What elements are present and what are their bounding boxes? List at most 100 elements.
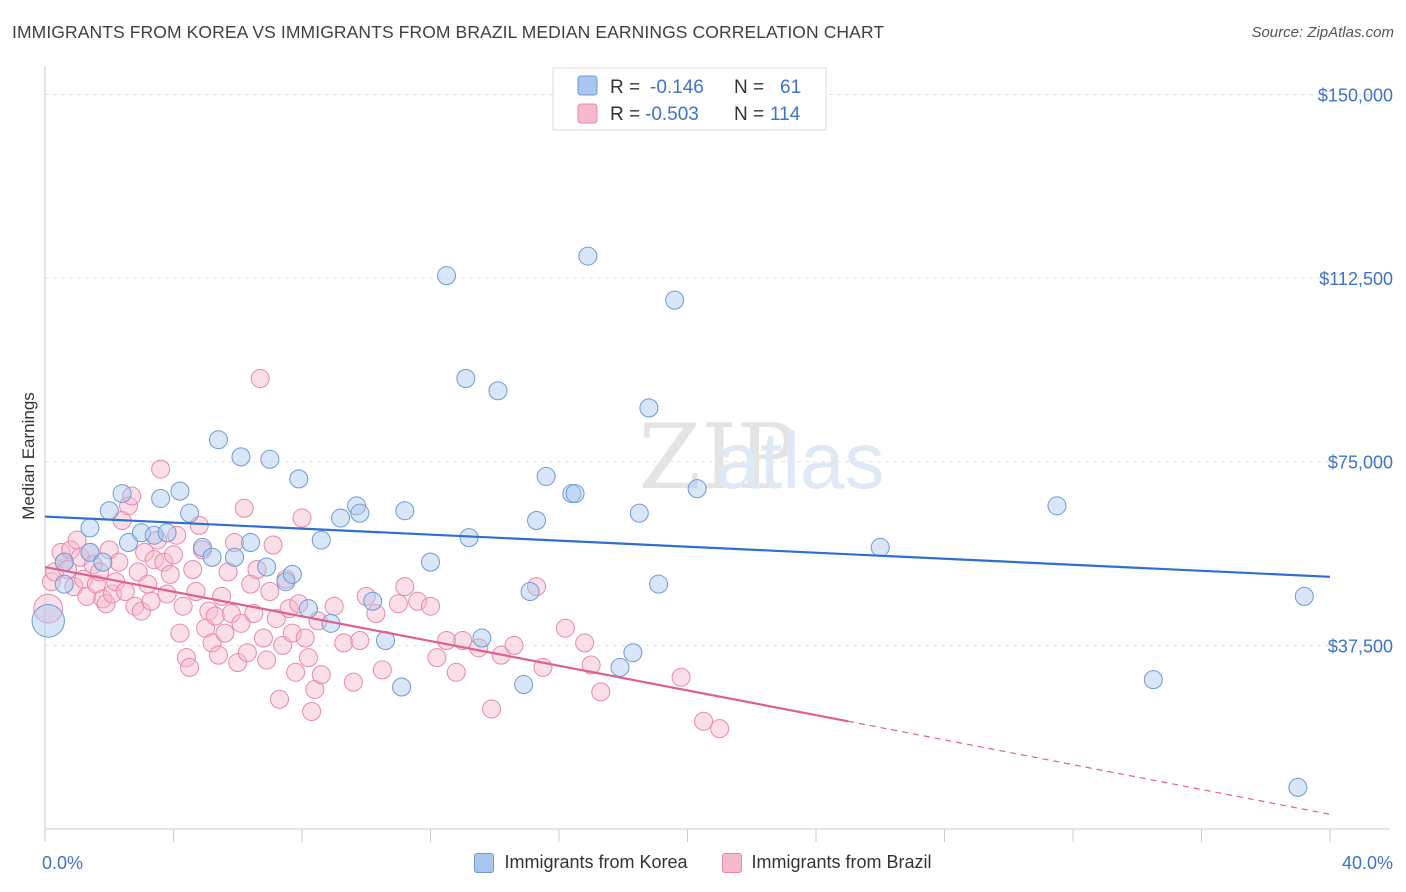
brazil-point bbox=[225, 533, 245, 553]
brazil-point bbox=[710, 719, 730, 739]
brazil-point bbox=[109, 552, 129, 572]
y-tick-label-2: $112,500 bbox=[1319, 269, 1393, 289]
brazil-point bbox=[257, 650, 277, 670]
brazil-point bbox=[270, 689, 290, 709]
brazil-point bbox=[286, 662, 306, 682]
x-tick-label-0: 0.0% bbox=[42, 853, 83, 873]
brazil-point bbox=[221, 604, 241, 624]
korea-point bbox=[298, 599, 318, 619]
brazil-point bbox=[282, 623, 302, 643]
korea-point bbox=[395, 501, 415, 521]
korea-point bbox=[282, 564, 302, 584]
korea-point bbox=[437, 266, 457, 286]
korea-point bbox=[629, 503, 649, 523]
x-tick-label-1: 40.0% bbox=[1342, 853, 1393, 873]
brazil-point bbox=[33, 593, 64, 624]
legend-korea-n-label: N = bbox=[734, 77, 764, 98]
korea-point bbox=[536, 466, 556, 486]
korea-point bbox=[687, 479, 707, 499]
brazil-point bbox=[253, 628, 273, 648]
bottom-legend-brazil-label: Immigrants from Brazil bbox=[751, 852, 932, 872]
korea-point bbox=[665, 290, 685, 310]
axes bbox=[44, 66, 1390, 842]
brazil-point bbox=[180, 657, 200, 677]
brazil-point bbox=[215, 623, 235, 643]
y-tick-label-0: $37,500 bbox=[1328, 636, 1393, 656]
brazil-trend-line bbox=[44, 565, 849, 723]
korea-point bbox=[241, 533, 261, 553]
trend-lines bbox=[44, 515, 1331, 815]
korea-point bbox=[192, 537, 212, 557]
bottom-legend: Immigrants from Korea Immigrants from Br… bbox=[0, 852, 1406, 873]
y-tick-label-1: $75,000 bbox=[1328, 453, 1393, 473]
brazil-point bbox=[575, 633, 595, 653]
korea-point bbox=[276, 572, 296, 592]
bottom-legend-korea-label: Immigrants from Korea bbox=[504, 852, 688, 872]
brazil-point bbox=[421, 596, 440, 616]
brazil-point bbox=[356, 586, 376, 606]
korea-point bbox=[1047, 496, 1067, 516]
korea-point bbox=[157, 523, 177, 543]
brazil-point bbox=[157, 584, 177, 604]
x-tick-labels: 0.0% 40.0% bbox=[42, 853, 1393, 873]
brazil-point bbox=[482, 699, 502, 719]
brazil-point bbox=[671, 667, 691, 687]
brazil-point bbox=[138, 574, 158, 594]
brazil-point bbox=[173, 596, 193, 616]
chart-source: Source: ZipAtlas.com bbox=[1251, 24, 1394, 41]
brazil-point bbox=[199, 601, 219, 621]
legend-korea-n-value: 61 bbox=[780, 77, 801, 98]
brazil-point bbox=[135, 542, 155, 562]
legend-box: R = -0.146 N = 61 R = -0.503 N = 114 bbox=[552, 67, 827, 131]
korea-point bbox=[80, 518, 100, 538]
brazil-point bbox=[366, 604, 386, 624]
korea-point bbox=[80, 542, 100, 562]
brazil-point bbox=[170, 623, 190, 643]
korea-trend-line bbox=[44, 515, 1331, 578]
brazil-point bbox=[343, 672, 363, 692]
legend-korea-r-value: -0.146 bbox=[650, 77, 704, 98]
korea-point bbox=[520, 582, 540, 602]
korea-point bbox=[202, 547, 222, 567]
korea-point bbox=[578, 246, 598, 266]
korea-point bbox=[289, 469, 309, 489]
brazil-point bbox=[289, 594, 309, 614]
korea-point bbox=[260, 449, 280, 469]
bottom-legend-korea-swatch bbox=[474, 852, 495, 873]
brazil-point bbox=[183, 559, 203, 579]
brazil-point bbox=[504, 635, 524, 655]
korea-point bbox=[870, 537, 890, 557]
korea-point bbox=[623, 643, 643, 663]
legend-brazil-r-value: -0.503 bbox=[645, 104, 699, 125]
y-tick-label-3: $150,000 bbox=[1318, 85, 1393, 105]
brazil-point bbox=[388, 594, 408, 614]
korea-point bbox=[170, 481, 190, 501]
brazil-point bbox=[96, 594, 116, 614]
korea-point bbox=[363, 591, 383, 611]
brazil-point bbox=[228, 653, 248, 673]
korea-point bbox=[472, 628, 492, 648]
grid-lines bbox=[45, 93, 1390, 646]
brazil-point bbox=[292, 508, 312, 528]
brazil-point bbox=[151, 459, 171, 479]
brazil-point bbox=[334, 633, 354, 653]
brazil-point bbox=[527, 577, 547, 597]
brazil-point bbox=[591, 682, 611, 702]
brazil-point bbox=[453, 630, 473, 650]
korea-point bbox=[1288, 777, 1308, 797]
brazil-point bbox=[408, 591, 428, 611]
korea-point bbox=[514, 675, 534, 695]
korea-point bbox=[112, 484, 132, 504]
korea-point bbox=[231, 447, 251, 467]
korea-point bbox=[99, 501, 119, 521]
korea-point bbox=[93, 552, 113, 572]
korea-point bbox=[119, 533, 139, 553]
brazil-point bbox=[302, 701, 322, 721]
brazil-point bbox=[372, 660, 392, 680]
legend-brazil-swatch bbox=[577, 103, 598, 124]
legend-brazil-n-value: 114 bbox=[770, 104, 801, 125]
brazil-point bbox=[694, 711, 714, 731]
series-brazil-points bbox=[33, 368, 730, 739]
korea-point bbox=[331, 508, 351, 528]
